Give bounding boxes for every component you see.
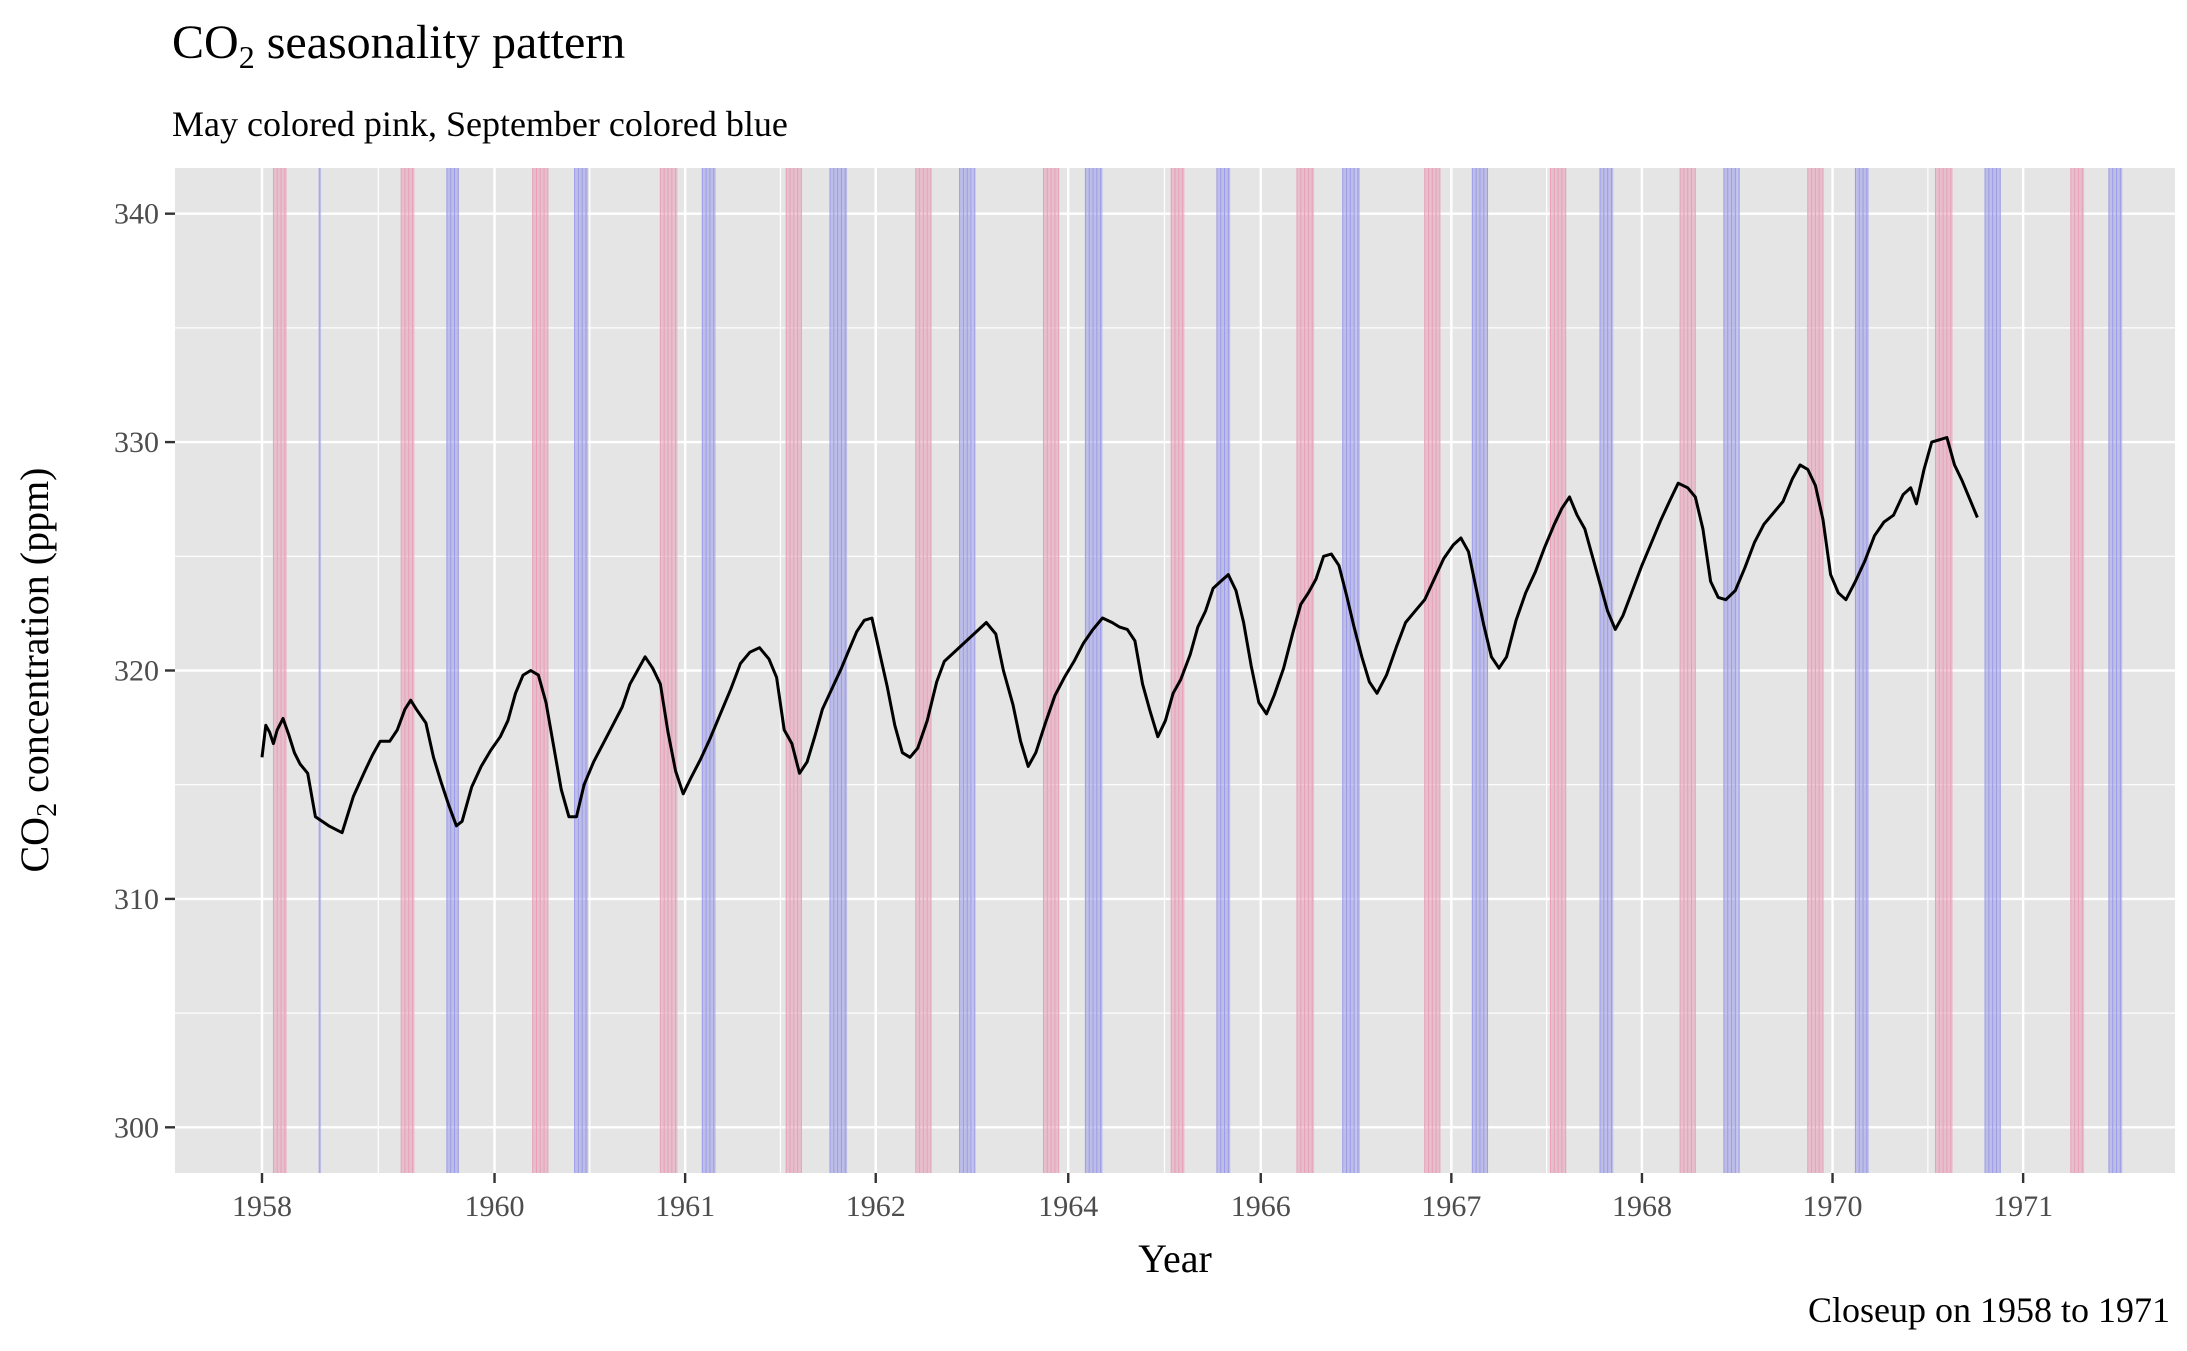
co2-series-line (260, 436, 1979, 835)
y-tick-label: 320 (114, 655, 159, 688)
y-tick-label: 330 (114, 426, 159, 459)
x-tick-label: 1961 (655, 1190, 715, 1223)
x-tick-label: 1967 (1421, 1190, 1481, 1223)
y-tick-label: 340 (114, 198, 159, 231)
x-tick-label: 1964 (1038, 1190, 1098, 1223)
may-band (1935, 168, 1953, 1173)
september-band (446, 168, 459, 1173)
x-tick-label: 1971 (1993, 1190, 2053, 1223)
x-tick-label: 1962 (846, 1190, 906, 1223)
x-tick-label: 1970 (1803, 1190, 1863, 1223)
chart-caption: Closeup on 1958 to 1971 (1808, 1290, 2170, 1330)
chart-title: CO2 seasonality pattern (172, 16, 625, 75)
x-axis: 1958 1960 1961 1962 1964 1966 1967 1968 1970 1971 (232, 1173, 2053, 1223)
september-band (829, 168, 848, 1173)
september-band (1342, 168, 1360, 1173)
september-band (319, 168, 322, 1173)
y-axis: 300 310 320 330 340 (114, 198, 175, 1144)
chart-subtitle: May colored pink, September colored blue (172, 104, 788, 144)
y-tick-label: 310 (114, 883, 159, 916)
month-bands (272, 168, 2123, 1173)
may-band (660, 168, 678, 1173)
y-tick-label: 300 (114, 1111, 159, 1144)
y-axis-title: CO2 concentration (ppm) (12, 467, 63, 872)
x-tick-label: 1960 (465, 1190, 525, 1223)
x-tick-label: 1968 (1612, 1190, 1672, 1223)
x-axis-title: Year (1138, 1236, 1212, 1281)
x-tick-label: 1958 (232, 1190, 292, 1223)
x-tick-label: 1966 (1231, 1190, 1291, 1223)
september-band (1085, 168, 1103, 1173)
may-band (1296, 168, 1315, 1173)
